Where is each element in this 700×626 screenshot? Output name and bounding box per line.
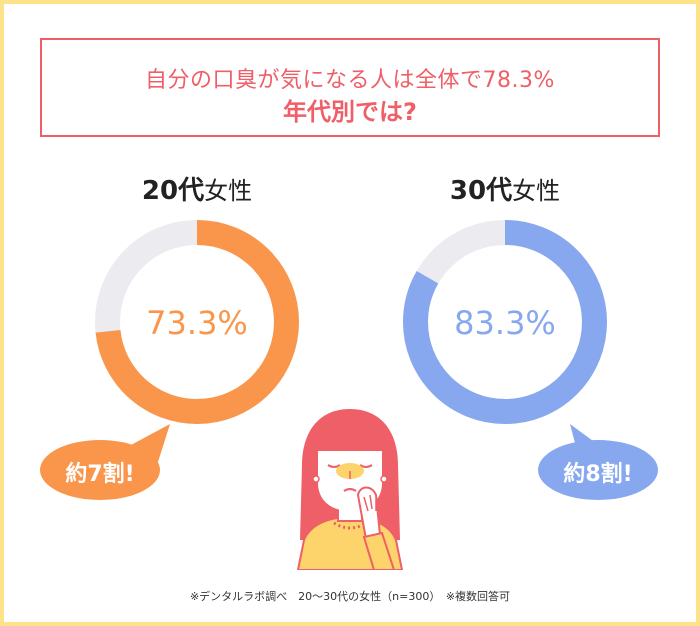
donut-chart-30s [403,220,607,424]
title-box: 自分の口臭が気になる人は全体で78.3% 年代別では? [40,38,660,137]
group-label-num: 30代 [449,176,513,206]
group-label-sub: 女性 [512,177,561,205]
footnote: ※デンタルラボ調べ 20〜30代の女性（n=300） ※複数回答可 [189,590,511,603]
group-label-sub: 女性 [204,177,253,205]
percent-label-30s: 83.3% [454,304,556,342]
title-main: 自分の口臭が気になる人は全体で78.3% [145,68,555,93]
speech-bubble-30s [538,424,658,500]
title-sub: 年代別では? [283,98,417,126]
group-label-20s: 20代女性 [97,170,297,207]
bubble-text-20s: 約7割! [65,462,135,487]
donut-chart-20s [95,220,299,424]
percent-label-20s: 73.3% [146,304,248,342]
woman-illustration [296,409,404,570]
group-label-num: 20代 [141,176,205,206]
speech-bubble-20s [40,424,170,500]
bubble-text-30s: 約8割! [563,462,633,487]
group-label-30s: 30代女性 [405,170,605,207]
